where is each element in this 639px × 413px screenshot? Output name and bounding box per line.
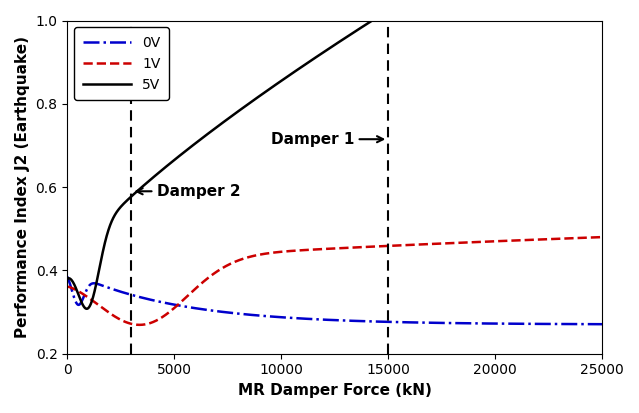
1V bbox=[157, 316, 164, 321]
5V bbox=[83, 306, 91, 311]
0V bbox=[292, 316, 300, 320]
0V bbox=[156, 299, 164, 304]
Line: 1V: 1V bbox=[67, 237, 602, 325]
1V bbox=[125, 320, 132, 325]
1V bbox=[588, 235, 596, 240]
Y-axis label: Performance Index J2 (Earthquake): Performance Index J2 (Earthquake) bbox=[15, 36, 30, 338]
5V bbox=[63, 277, 71, 282]
1V bbox=[598, 235, 606, 240]
5V bbox=[125, 197, 132, 202]
0V bbox=[63, 274, 71, 279]
Legend: 0V, 1V, 5V: 0V, 1V, 5V bbox=[74, 27, 169, 100]
0V bbox=[268, 314, 276, 319]
0V bbox=[588, 322, 596, 327]
Line: 5V: 5V bbox=[67, 0, 602, 309]
1V bbox=[135, 323, 143, 328]
1V bbox=[63, 285, 71, 290]
0V bbox=[530, 321, 538, 326]
1V bbox=[269, 250, 277, 255]
Text: Damper 2: Damper 2 bbox=[137, 184, 241, 199]
5V bbox=[269, 84, 277, 89]
Line: 0V: 0V bbox=[67, 277, 602, 324]
5V bbox=[292, 69, 300, 74]
X-axis label: MR Damper Force (kN): MR Damper Force (kN) bbox=[238, 383, 431, 398]
Text: Damper 1: Damper 1 bbox=[270, 132, 383, 147]
1V bbox=[530, 237, 538, 242]
0V bbox=[125, 292, 132, 297]
0V bbox=[598, 322, 606, 327]
1V bbox=[292, 248, 300, 253]
5V bbox=[157, 169, 164, 174]
